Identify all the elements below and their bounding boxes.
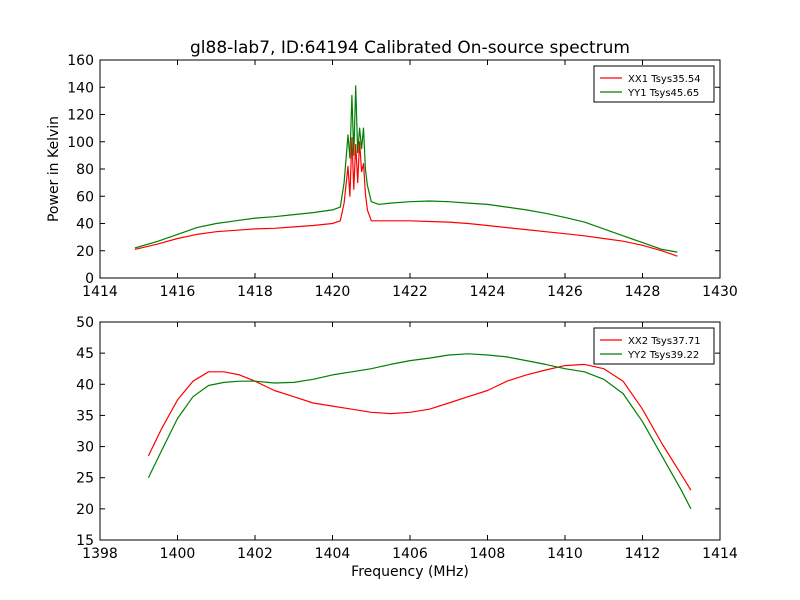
- legend-label: YY2 Tsys39.22: [627, 350, 699, 361]
- series-line-xx2: [147, 363, 692, 491]
- x-tick-label: 1424: [470, 284, 506, 300]
- x-tick-label: 1404: [315, 546, 351, 562]
- legend-label: XX1 Tsys35.54: [628, 74, 701, 85]
- x-tick-label: 1430: [702, 284, 738, 300]
- x-tick-label: 1420: [315, 284, 351, 300]
- y-tick-label: 100: [67, 135, 94, 151]
- figure-title: gl88-lab7, ID:64194 Calibrated On-source…: [190, 38, 630, 58]
- y-tick-label: 50: [76, 315, 94, 331]
- x-tick-label: 1414: [82, 284, 118, 300]
- y-tick-label: 20: [76, 502, 94, 518]
- legend-label: YY1 Tsys45.65: [627, 88, 699, 99]
- x-tick-label: 1410: [547, 546, 583, 562]
- y-axis-label: Power in Kelvin: [46, 116, 62, 222]
- legend-box: [593, 65, 715, 103]
- y-tick-label: 40: [76, 377, 94, 393]
- x-tick-label: 1412: [625, 546, 661, 562]
- x-tick-label: 1414: [702, 546, 738, 562]
- x-tick-label: 1408: [470, 546, 506, 562]
- legend: XX2 Tsys37.71 YY2 Tsys39.22: [593, 327, 715, 365]
- x-tick-label: 1418: [237, 284, 273, 300]
- top-spectrum-panel: 1414 1416 1418 1420 1422 1424 1426 1428 1430 0 20 4…: [46, 53, 738, 300]
- y-tick-label: 15: [76, 533, 94, 549]
- x-tick-label: 1400: [160, 546, 196, 562]
- series-line-xx1: [134, 137, 678, 257]
- x-tick-label: 1426: [547, 284, 583, 300]
- legend-label: XX2 Tsys37.71: [628, 336, 701, 347]
- x-tick-label: 1406: [392, 546, 428, 562]
- y-tick-label: 30: [76, 440, 94, 456]
- x-tick-label: 1416: [160, 284, 196, 300]
- y-tick-label: 0: [85, 271, 94, 287]
- series-line-yy2: [147, 353, 692, 510]
- y-tick-label: 120: [67, 108, 94, 124]
- y-tick-label: 160: [67, 53, 94, 69]
- legend-box: [593, 327, 715, 365]
- x-tick-label: 1422: [392, 284, 428, 300]
- series-line-yy1: [134, 85, 678, 253]
- x-tick-label: 1402: [237, 546, 273, 562]
- x-axis-label: Frequency (MHz): [351, 564, 469, 580]
- x-tick-label: 1398: [82, 546, 118, 562]
- y-tick-label: 20: [76, 244, 94, 260]
- y-tick-label: 35: [76, 408, 94, 424]
- y-tick-label: 40: [76, 217, 94, 233]
- y-tick-label: 80: [76, 162, 94, 178]
- bottom-spectrum-panel: 1398 1400 1402 1404 1406 1408 1410 1412 1414 15 20…: [76, 315, 738, 580]
- y-tick-label: 140: [67, 80, 94, 96]
- y-tick-label: 25: [76, 471, 94, 487]
- y-tick-label: 45: [76, 346, 94, 362]
- y-tick-label: 60: [76, 189, 94, 205]
- x-tick-label: 1428: [625, 284, 661, 300]
- legend: XX1 Tsys35.54 YY1 Tsys45.65: [593, 65, 715, 103]
